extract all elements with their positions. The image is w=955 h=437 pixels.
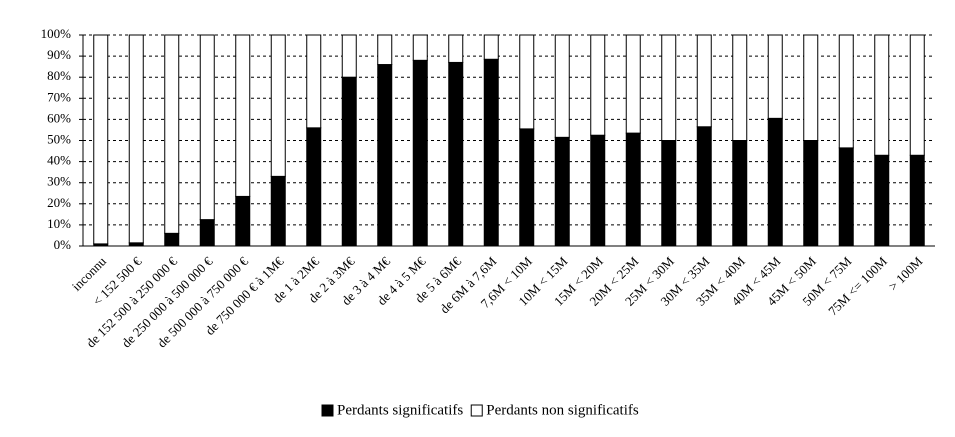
bar-segment bbox=[874, 154, 890, 247]
bar-segment bbox=[519, 34, 535, 130]
bar-segment bbox=[164, 34, 180, 234]
bar-segment bbox=[306, 34, 322, 129]
bar-segment bbox=[803, 34, 819, 141]
x-tick-label: > 100M bbox=[885, 253, 925, 293]
bar-segment bbox=[270, 175, 286, 247]
bar-segment bbox=[838, 147, 854, 247]
bar-segment bbox=[341, 76, 357, 247]
y-tick-label: 90% bbox=[47, 47, 71, 62]
bar-segment bbox=[448, 34, 464, 63]
bar-segment bbox=[661, 140, 677, 247]
bar-segment bbox=[909, 154, 925, 247]
bar-segment bbox=[767, 34, 783, 119]
bar-segment bbox=[377, 34, 393, 66]
bar-segment bbox=[235, 34, 251, 197]
bar-segment bbox=[696, 34, 712, 128]
bar-segment bbox=[909, 34, 925, 156]
legend-label: Perdants significatifs bbox=[337, 402, 463, 418]
bar-segment bbox=[590, 34, 606, 136]
bar-segment bbox=[270, 34, 286, 177]
y-tick-label: 50% bbox=[47, 131, 71, 146]
y-tick-label: 100% bbox=[41, 26, 72, 41]
y-tick-label: 0% bbox=[54, 237, 72, 252]
bar-segment bbox=[412, 34, 428, 61]
bar-segment bbox=[554, 34, 570, 138]
legend-swatch bbox=[470, 404, 483, 417]
bar-segment bbox=[661, 34, 677, 141]
bar-segment bbox=[93, 34, 109, 245]
bar-segment bbox=[199, 219, 215, 247]
bar-segment bbox=[838, 34, 854, 149]
y-tick-label: 80% bbox=[47, 68, 71, 83]
bar-segment bbox=[235, 195, 251, 247]
y-tick-label: 10% bbox=[47, 216, 71, 231]
bar-segment bbox=[483, 34, 499, 60]
y-tick-label: 70% bbox=[47, 89, 71, 104]
bar-segment bbox=[803, 140, 819, 247]
y-tick-label: 60% bbox=[47, 110, 71, 125]
bar-segment bbox=[590, 134, 606, 247]
bar-segment bbox=[128, 34, 144, 244]
bar-segment bbox=[341, 34, 357, 78]
bar-segment bbox=[448, 61, 464, 247]
legend-swatch bbox=[321, 404, 334, 417]
bar-segment bbox=[625, 132, 641, 247]
y-tick-label: 30% bbox=[47, 174, 71, 189]
y-tick-label: 20% bbox=[47, 195, 71, 210]
bar-segment bbox=[625, 34, 641, 134]
bar-segment bbox=[732, 34, 748, 141]
bar-segment bbox=[554, 136, 570, 247]
bar-segment bbox=[696, 126, 712, 247]
bar-segment bbox=[199, 34, 215, 221]
bar-segment bbox=[519, 128, 535, 247]
bar-segment bbox=[164, 232, 180, 247]
bar-segment bbox=[306, 127, 322, 247]
bar-segment bbox=[483, 58, 499, 247]
bar-segment bbox=[377, 64, 393, 247]
bar-segment bbox=[732, 140, 748, 247]
bar-segment bbox=[874, 34, 890, 156]
y-tick-label: 40% bbox=[47, 153, 71, 168]
legend-label: Perdants non significatifs bbox=[486, 402, 639, 418]
bar-segment bbox=[412, 59, 428, 247]
bar-segment bbox=[767, 117, 783, 247]
